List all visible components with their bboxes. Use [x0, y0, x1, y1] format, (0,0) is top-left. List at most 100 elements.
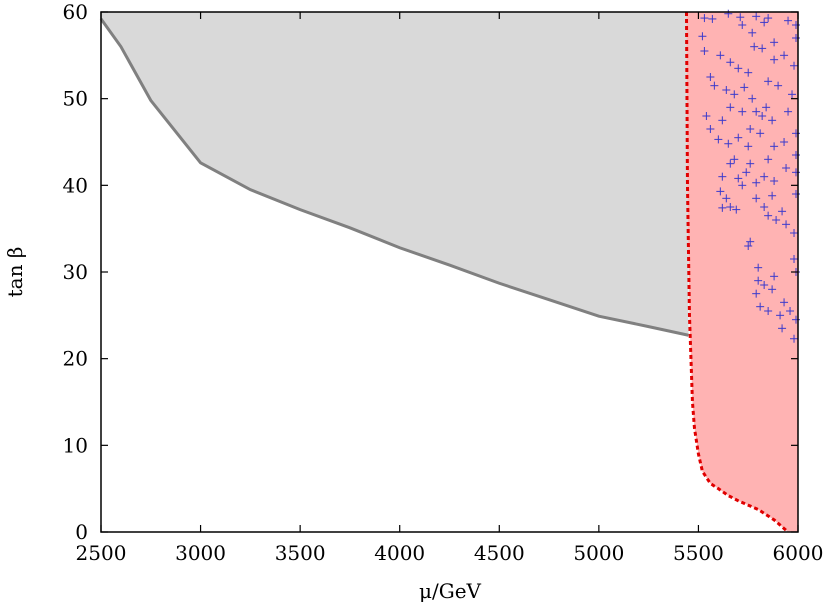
scatter-point: [700, 14, 709, 23]
scatter-point: [764, 77, 773, 86]
y-tick-label: 50: [63, 87, 88, 111]
scatter-point: [772, 216, 781, 224]
scatter-point: [732, 205, 741, 214]
scatter-point: [756, 302, 765, 311]
scatter-point: [752, 194, 761, 203]
scatter-point: [780, 138, 789, 146]
x-axis-label: μ/GeV: [419, 579, 482, 603]
scatter-point: [760, 18, 769, 27]
scatter-point: [764, 307, 773, 315]
scatter-point: [778, 207, 787, 216]
scatter-point: [768, 285, 777, 294]
scatter-point: [762, 103, 771, 112]
scatter-point: [756, 129, 765, 138]
scatter-point: [726, 58, 735, 67]
scatter-point: [750, 42, 759, 51]
scatter-point: [718, 116, 727, 125]
scatter-point: [708, 14, 717, 23]
scatter-point: [790, 229, 799, 237]
scatter-point: [790, 255, 799, 263]
scatter-point: [770, 38, 779, 47]
scatter-point: [748, 28, 757, 37]
scatter-point: [744, 242, 753, 250]
y-tick-label: 60: [63, 0, 88, 24]
excluded-boundary: [684, 11, 790, 534]
scatter-point: [744, 142, 753, 151]
x-tick-label: 5500: [673, 541, 724, 565]
scatter-point: [784, 16, 793, 25]
y-tick-label: 40: [63, 173, 88, 197]
scatter-point: [716, 51, 725, 60]
scatter-point: [738, 107, 747, 116]
scatter-point: [700, 47, 709, 55]
scatter-point: [758, 112, 767, 120]
scatter-point: [746, 159, 755, 168]
y-tick-label: 30: [63, 260, 88, 284]
scatter-point: [770, 55, 779, 64]
scatter-point: [718, 203, 727, 212]
scatter-point: [752, 107, 761, 116]
scatter-point: [742, 168, 751, 177]
x-tick-label: 2500: [76, 541, 127, 565]
scatter-point: [746, 125, 755, 133]
scatter-point: [776, 311, 785, 320]
scatter-point: [730, 155, 739, 164]
scatter-point: [764, 14, 773, 23]
scatter-point: [760, 203, 769, 211]
scatter-point: [726, 103, 735, 112]
scatter-point: [770, 272, 779, 281]
scatter-point: [724, 9, 733, 18]
scatter-point: [760, 172, 769, 181]
scatter-point: [734, 133, 743, 142]
scatter-point: [790, 334, 799, 343]
scatter-point: [754, 276, 763, 285]
scatter-point: [718, 172, 727, 181]
y-tick-label: 20: [63, 347, 88, 371]
scatter-point: [724, 139, 733, 148]
scatter-point: [768, 116, 777, 125]
scatter-point: [702, 112, 711, 120]
scatter-point: [786, 307, 795, 315]
scatter-point: [782, 164, 791, 172]
allowed-region: [101, 12, 689, 336]
scatter-point: [760, 281, 769, 289]
scatter-point: [790, 61, 799, 70]
x-tick-label: 3000: [175, 541, 226, 565]
x-tick-label: 6000: [773, 541, 824, 565]
scatter-point: [740, 83, 749, 92]
scatter-point: [752, 12, 761, 21]
scatter-point: [722, 86, 731, 94]
scatter-point: [784, 107, 793, 116]
scatter-point: [722, 194, 731, 203]
scatter-point: [780, 51, 789, 60]
scatter-point: [738, 21, 747, 29]
x-tick-label: 3500: [275, 541, 326, 565]
scatter-point: [768, 191, 777, 200]
scatter-point: [770, 177, 779, 185]
boundary-curve: [99, 18, 689, 337]
scatter-point: [764, 211, 773, 220]
scatter-point: [770, 142, 779, 151]
y-axis-label: tan β: [3, 247, 27, 298]
scatter-point: [714, 135, 723, 144]
x-tick-label: 5000: [573, 541, 624, 565]
scatter-point: [698, 32, 707, 41]
scatter-point: [726, 203, 735, 211]
scatter-point: [706, 73, 715, 81]
scatter-point: [734, 64, 743, 73]
scatter-point: [744, 68, 753, 77]
x-tick-label: 4000: [374, 541, 425, 565]
scatter-point: [706, 125, 715, 133]
scatter-point: [716, 187, 725, 196]
x-tick-label: 4500: [474, 541, 525, 565]
scatter-point: [726, 159, 735, 168]
scatter-point: [746, 237, 755, 246]
scatter-point: [738, 181, 747, 190]
scatter-point: [752, 178, 761, 187]
y-tick-label: 10: [63, 433, 88, 457]
scatter-point: [764, 155, 773, 164]
scatter-point: [748, 94, 757, 103]
scatter-point: [754, 263, 763, 272]
scatter-point: [774, 81, 783, 90]
